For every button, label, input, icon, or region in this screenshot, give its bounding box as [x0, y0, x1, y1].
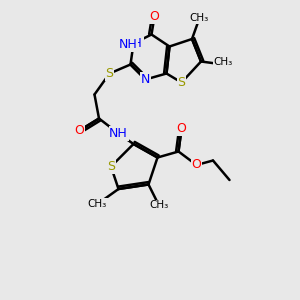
Text: CH₃: CH₃ [149, 200, 169, 211]
Text: O: O [192, 158, 201, 172]
Text: NH: NH [119, 38, 137, 52]
Text: S: S [178, 76, 185, 89]
Text: CH₃: CH₃ [88, 199, 107, 209]
Text: CH₃: CH₃ [214, 56, 233, 67]
Text: S: S [107, 160, 115, 173]
Text: O: O [75, 124, 84, 137]
Text: NH: NH [109, 127, 128, 140]
Text: O: O [150, 10, 159, 23]
Text: N: N [141, 73, 150, 86]
Text: CH₃: CH₃ [190, 13, 209, 23]
Text: O: O [177, 122, 186, 136]
Text: NH: NH [124, 37, 143, 50]
Text: S: S [106, 67, 113, 80]
